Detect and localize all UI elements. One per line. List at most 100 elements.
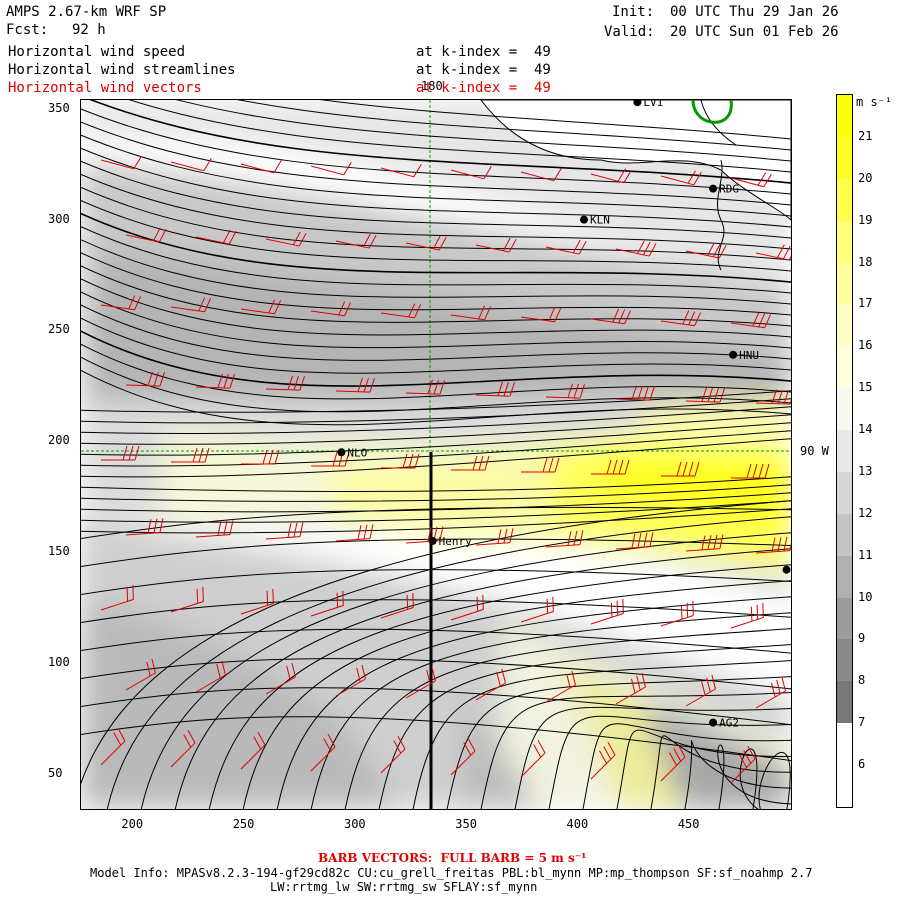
wind-barb bbox=[381, 453, 420, 469]
wind-barb bbox=[335, 377, 375, 393]
station-dot bbox=[729, 350, 738, 359]
wind-field: LV1 RDG KLN HNU NLO Henry AG2 bbox=[81, 100, 791, 809]
wind-barb bbox=[545, 670, 576, 703]
streamline bbox=[81, 569, 791, 595]
streamline bbox=[81, 687, 791, 726]
streamline bbox=[81, 422, 791, 456]
streamline bbox=[81, 369, 791, 426]
wind-barb bbox=[451, 455, 490, 471]
colorbar-label: 8 bbox=[858, 673, 866, 688]
streamline bbox=[81, 291, 791, 349]
wind-barb bbox=[450, 594, 484, 621]
streamline bbox=[344, 628, 791, 809]
colorbar-label: 18 bbox=[858, 254, 873, 269]
station-label: KLN bbox=[590, 214, 610, 227]
streamline bbox=[81, 265, 791, 327]
station-label: RDG bbox=[719, 183, 739, 196]
streamline bbox=[81, 134, 791, 217]
wind-barb bbox=[615, 240, 657, 257]
model-info-physics: LW:rrtmg_lw SW:rrtmg_sw SFLAY:sf_mynn bbox=[270, 880, 538, 894]
colorbar-label: 6 bbox=[858, 757, 866, 772]
streamline bbox=[81, 628, 791, 654]
colorbar-label: 16 bbox=[858, 338, 873, 353]
parallel-label: 90 W bbox=[800, 444, 829, 458]
streamline bbox=[310, 612, 791, 809]
streamline bbox=[81, 716, 791, 762]
wind-barb bbox=[125, 518, 164, 536]
colorbar-label: 11 bbox=[858, 547, 873, 562]
meridian-label: 180 bbox=[421, 79, 443, 93]
wind-barb bbox=[660, 170, 702, 186]
station-dot bbox=[633, 100, 642, 107]
streamline bbox=[276, 596, 791, 809]
wind-barb bbox=[335, 233, 377, 249]
wind-barb bbox=[240, 299, 282, 315]
colorbar-label: 14 bbox=[858, 422, 873, 437]
wind-barb bbox=[755, 244, 791, 261]
colorbar-label: 12 bbox=[858, 505, 873, 520]
wind-barb bbox=[310, 162, 352, 176]
streamline bbox=[81, 430, 791, 467]
streamline bbox=[81, 492, 791, 513]
streamline bbox=[514, 706, 791, 809]
streamline bbox=[81, 317, 791, 374]
streamline bbox=[650, 735, 791, 809]
y-tick-label: 50 bbox=[48, 765, 63, 780]
streamline bbox=[81, 484, 791, 502]
wind-barb bbox=[171, 447, 210, 463]
colorbar-label: 9 bbox=[858, 631, 866, 646]
barb-legend: BARB VECTORS: FULL BARB = 5 m s⁻¹ bbox=[318, 851, 587, 865]
wind-barb bbox=[730, 312, 772, 329]
station-dot bbox=[428, 536, 437, 545]
streamline bbox=[81, 252, 791, 316]
streamline bbox=[81, 212, 791, 283]
colorbar-segment bbox=[837, 95, 852, 138]
wind-barb bbox=[755, 389, 791, 405]
wind-barb bbox=[265, 662, 296, 695]
colorbar-segment bbox=[837, 220, 852, 264]
streamline bbox=[81, 173, 791, 250]
wind-barb bbox=[380, 303, 422, 319]
model-title: AMPS 2.67-km WRF SP bbox=[6, 4, 167, 20]
wind-barb bbox=[380, 164, 422, 178]
wind-barb bbox=[240, 160, 282, 174]
wind-barb bbox=[660, 743, 686, 782]
colorbar-label: 15 bbox=[858, 380, 873, 395]
streamline bbox=[81, 239, 791, 305]
y-tick-label: 300 bbox=[48, 211, 70, 226]
colorbar-label: 17 bbox=[858, 296, 873, 311]
wind-map: LV1 RDG KLN HNU NLO Henry AG2 bbox=[80, 99, 792, 810]
wind-barb bbox=[475, 381, 515, 397]
wind-barb bbox=[755, 676, 786, 709]
colorbar-segment bbox=[837, 430, 852, 473]
station-label: HNU bbox=[739, 349, 759, 362]
colorbar-segment bbox=[837, 513, 852, 557]
wind-barb bbox=[615, 532, 654, 550]
wind-barb bbox=[520, 168, 562, 182]
wind-barb bbox=[475, 668, 506, 701]
streamlines bbox=[81, 100, 791, 809]
wind-barb bbox=[545, 530, 584, 548]
wind-barb bbox=[755, 536, 791, 554]
wind-barbs bbox=[100, 156, 791, 784]
wind-barb bbox=[685, 674, 716, 707]
colorbar-segment bbox=[837, 262, 852, 305]
colorbar-segment bbox=[837, 136, 852, 180]
streamline bbox=[81, 108, 791, 195]
wind-barb bbox=[241, 449, 280, 465]
streamline bbox=[81, 506, 791, 539]
wind-barb bbox=[405, 379, 445, 395]
wind-barb bbox=[195, 660, 226, 693]
streamline bbox=[81, 398, 791, 424]
wind-barb bbox=[731, 463, 770, 479]
y-tick-label: 200 bbox=[48, 433, 70, 448]
wind-barb bbox=[615, 385, 655, 401]
streamline bbox=[81, 186, 791, 261]
streamline bbox=[81, 278, 791, 338]
streamline bbox=[81, 330, 791, 387]
colorbar-segment bbox=[837, 388, 852, 431]
wind-barb bbox=[661, 461, 700, 477]
colorbar-label: 19 bbox=[858, 212, 873, 227]
wind-barb bbox=[520, 307, 562, 323]
streamline bbox=[176, 100, 791, 162]
